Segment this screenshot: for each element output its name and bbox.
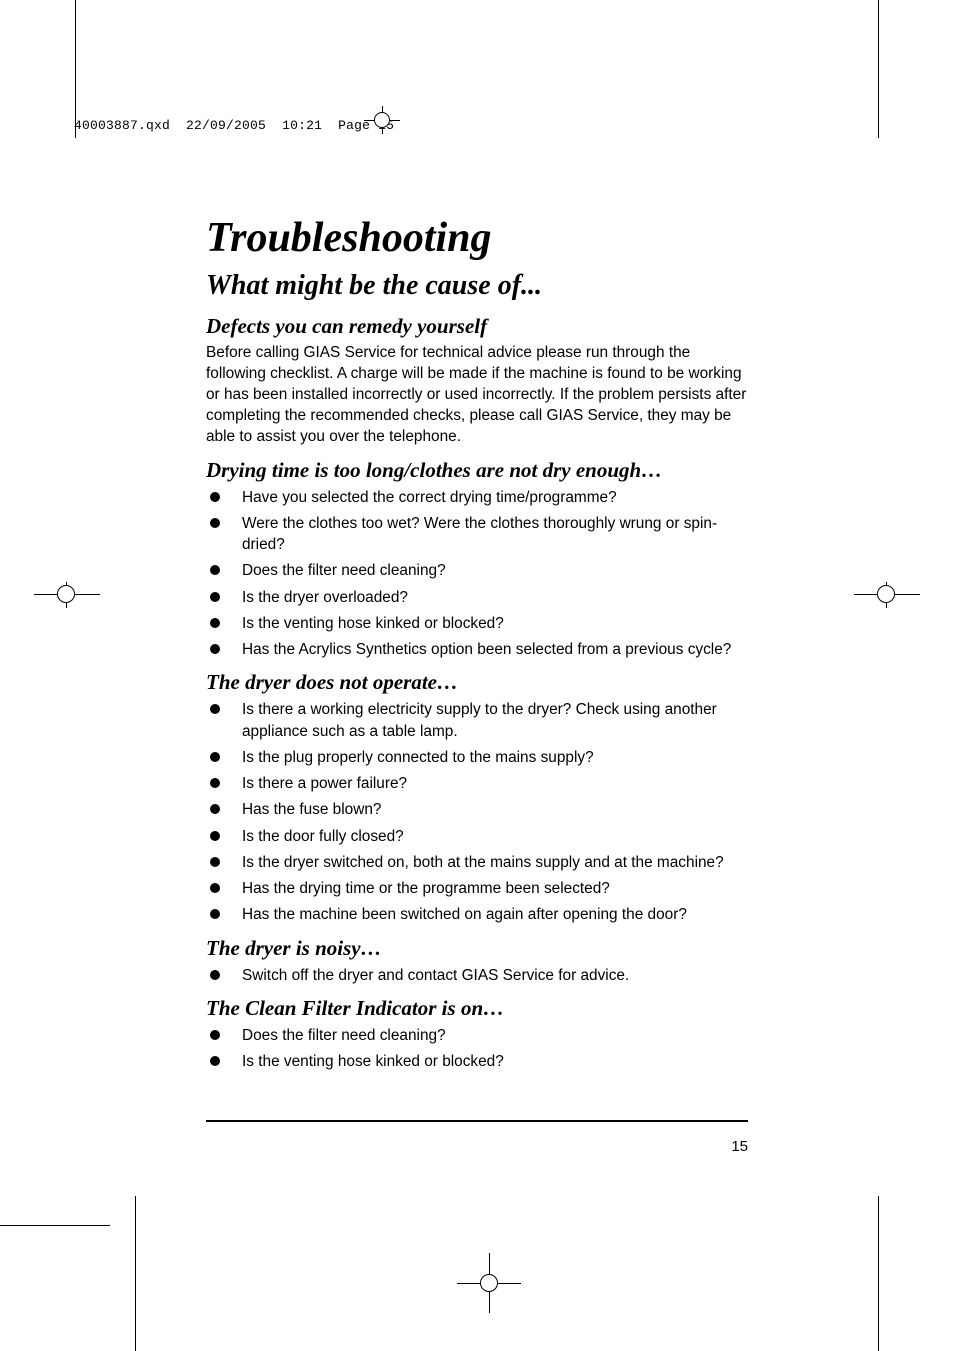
section-heading-defects: Defects you can remedy yourself (206, 314, 748, 339)
section-heading-filter-indicator: The Clean Filter Indicator is on… (206, 996, 748, 1021)
list-item: Is the dryer overloaded? (206, 587, 748, 608)
page-subtitle: What might be the cause of... (206, 270, 748, 302)
checklist-filter-indicator: Does the filter need cleaning? Is the ve… (206, 1025, 748, 1073)
page-title: Troubleshooting (206, 214, 748, 262)
checklist-not-operate: Is there a working electricity supply to… (206, 699, 748, 925)
list-item: Has the Acrylics Synthetics option been … (206, 639, 748, 660)
section-body-defects: Before calling GIAS Service for technica… (206, 343, 748, 448)
list-item: Has the machine been switched on again a… (206, 904, 748, 925)
list-item: Is the venting hose kinked or blocked? (206, 613, 748, 634)
checklist-noisy: Switch off the dryer and contact GIAS Se… (206, 965, 748, 986)
crop-mark (878, 0, 879, 138)
list-item: Is the door fully closed? (206, 826, 748, 847)
list-item: Is there a working electricity supply to… (206, 699, 748, 742)
registration-mark-icon (854, 582, 920, 608)
crop-mark (135, 1196, 136, 1351)
page: 40003887.qxd 22/09/2005 10:21 Page 15 Tr… (0, 0, 954, 1351)
list-item: Does the filter need cleaning? (206, 1025, 748, 1046)
list-item: Is the plug properly connected to the ma… (206, 747, 748, 768)
crop-mark (878, 1196, 879, 1351)
list-item: Were the clothes too wet? Were the cloth… (206, 513, 748, 556)
page-number: 15 (206, 1138, 748, 1155)
list-item: Does the filter need cleaning? (206, 560, 748, 581)
list-item: Is there a power failure? (206, 773, 748, 794)
list-item: Has the fuse blown? (206, 799, 748, 820)
crop-mark (0, 1225, 110, 1226)
list-item: Is the venting hose kinked or blocked? (206, 1051, 748, 1072)
crop-mark (75, 0, 76, 138)
list-item: Is the dryer switched on, both at the ma… (206, 852, 748, 873)
page-footer: 15 (206, 1120, 748, 1155)
list-item: Has the drying time or the programme bee… (206, 878, 748, 899)
proof-filename: 40003887.qxd (74, 118, 170, 133)
checklist-drying-time: Have you selected the correct drying tim… (206, 487, 748, 661)
section-heading-noisy: The dryer is noisy… (206, 936, 748, 961)
proof-header-line: 40003887.qxd 22/09/2005 10:21 Page 15 (74, 118, 394, 133)
section-heading-not-operate: The dryer does not operate… (206, 670, 748, 695)
proof-date: 22/09/2005 (186, 118, 266, 133)
section-heading-drying-time: Drying time is too long/clothes are not … (206, 458, 748, 483)
footer-rule (206, 1120, 748, 1122)
list-item: Have you selected the correct drying tim… (206, 487, 748, 508)
registration-mark-icon (34, 582, 100, 608)
content-area: Troubleshooting What might be the cause … (206, 214, 748, 1082)
proof-time: 10:21 (282, 118, 322, 133)
list-item: Switch off the dryer and contact GIAS Se… (206, 965, 748, 986)
